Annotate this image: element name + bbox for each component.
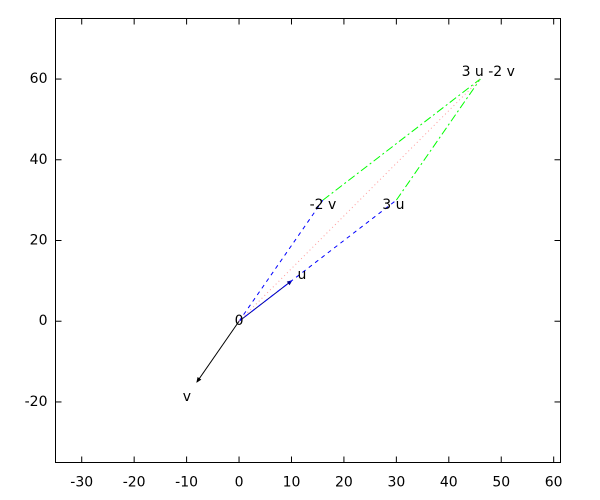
x-tick-label: -30: [70, 475, 93, 491]
point-label: 0: [235, 313, 244, 329]
x-tick-label: 0: [235, 475, 244, 491]
plot-frame: [55, 18, 561, 463]
vector-segment: [238, 78, 481, 322]
arrow-head: [196, 377, 202, 383]
vector-segment: [395, 78, 481, 201]
x-tick-label: -10: [175, 475, 198, 491]
point-label: v: [183, 389, 191, 405]
x-tick-label: 30: [387, 475, 405, 491]
x-tick-label: 10: [283, 475, 301, 491]
y-tick-label: 60: [30, 71, 48, 87]
y-tick-label: 40: [30, 152, 48, 168]
x-tick-label: 60: [545, 475, 563, 491]
point-label: 3 u -2 v: [462, 64, 515, 80]
point-label: u: [297, 267, 306, 283]
vector-segment: [196, 320, 240, 383]
x-tick-label: 50: [492, 475, 510, 491]
y-tick-label: 20: [30, 233, 48, 249]
y-tick-label: 0: [39, 313, 48, 329]
x-tick-label: 20: [335, 475, 353, 491]
vector-segment: [238, 199, 324, 322]
point-label: 3 u: [382, 197, 404, 213]
x-tick-label: -20: [123, 475, 146, 491]
point-label: -2 v: [310, 197, 337, 213]
x-tick-label: 40: [440, 475, 458, 491]
vector-segment: [238, 199, 397, 322]
y-tick-label: -20: [25, 394, 48, 410]
vector-segment: [322, 78, 481, 201]
